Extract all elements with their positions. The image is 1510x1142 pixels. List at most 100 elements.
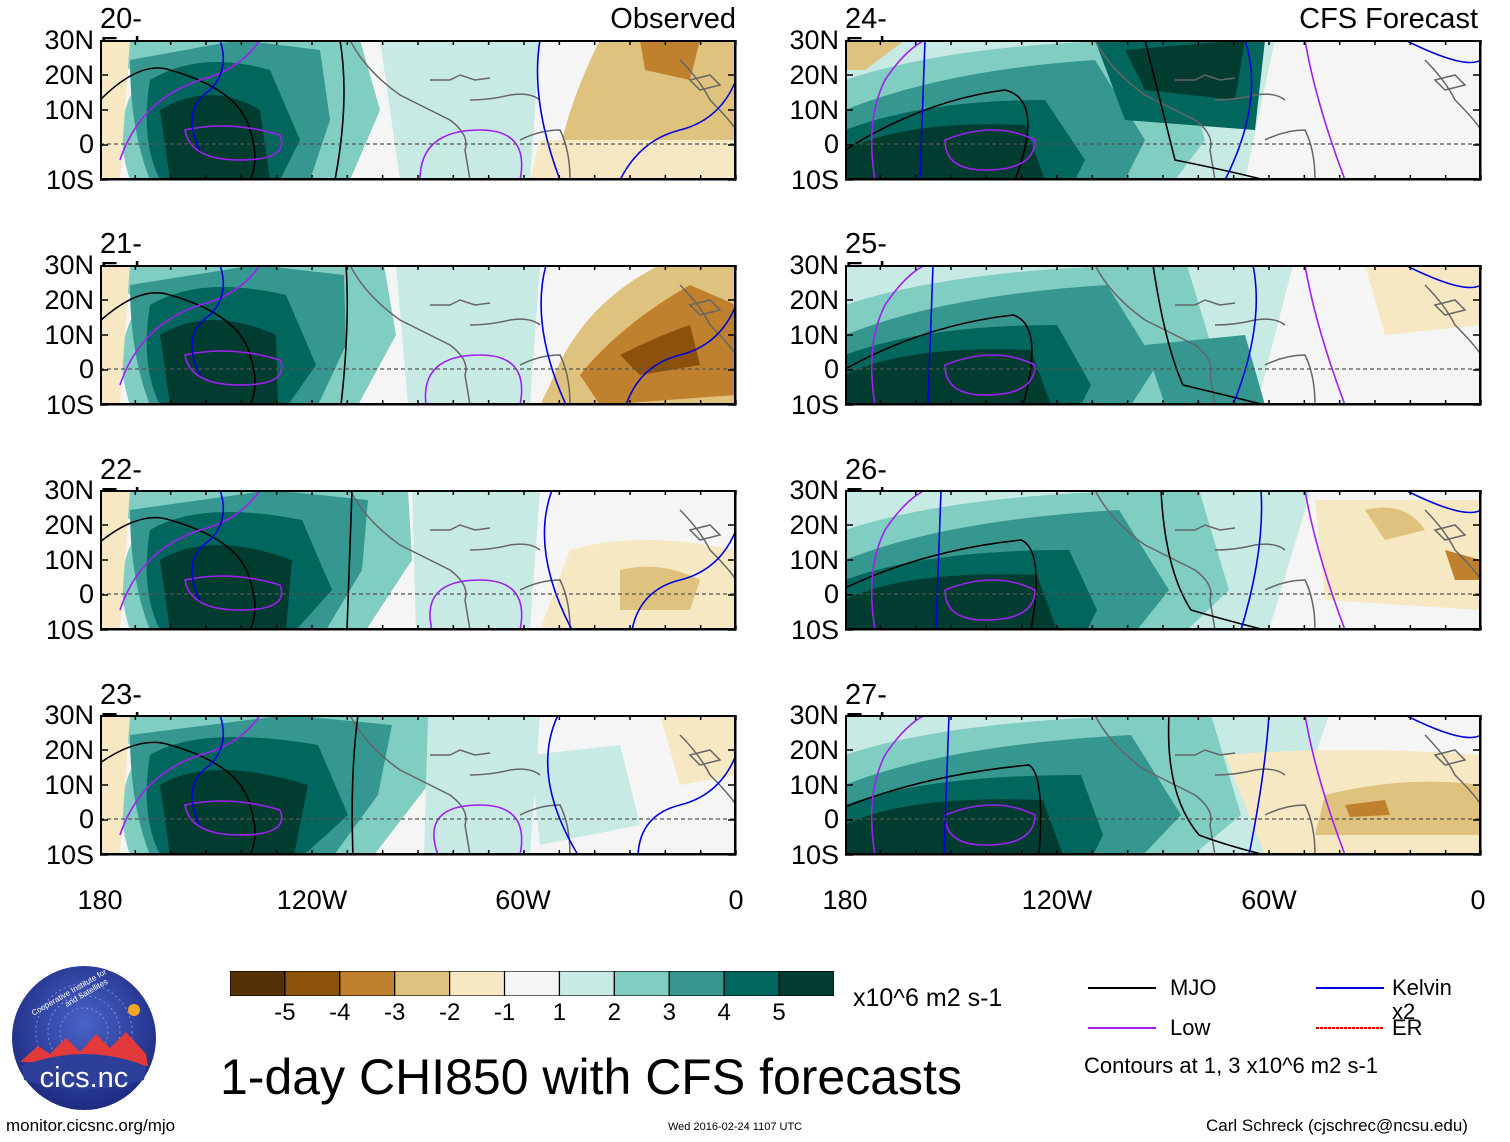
map-panel	[845, 265, 1482, 406]
coastline	[430, 299, 491, 306]
coastline	[430, 749, 491, 756]
filter-contour	[1248, 715, 1270, 855]
filter-contour	[119, 265, 261, 386]
chi850-shaded-area	[396, 265, 540, 405]
footer-url: monitor.cicsnc.org/mjo	[6, 1116, 176, 1135]
map-panel-canvas	[845, 490, 1482, 631]
map-panel	[100, 265, 737, 406]
colorbar-swatch	[778, 970, 835, 997]
colorbar-tick-label: 3	[662, 999, 676, 1026]
lat-label: 10S	[790, 615, 839, 645]
filter-contour	[100, 741, 256, 855]
chi850-shaded-area	[1315, 500, 1481, 610]
coastline	[1424, 509, 1481, 581]
coastline	[679, 509, 736, 581]
lon-label: 60W	[495, 885, 551, 915]
lon-label: 120W	[276, 885, 348, 915]
chi850-shaded-area	[620, 325, 700, 375]
filter-contour	[845, 539, 1037, 630]
coastline	[469, 768, 541, 776]
colorbar-tick-label: -5	[274, 999, 296, 1026]
filter-contour	[943, 715, 950, 855]
colorbar-swatch	[668, 970, 725, 997]
lat-label: 10N	[789, 95, 839, 125]
colorbar-swatch	[558, 970, 615, 997]
filter-contour	[845, 764, 1042, 855]
filter-contour	[184, 800, 283, 836]
lat-label: 10N	[789, 770, 839, 800]
chi850-shaded-area	[1365, 507, 1425, 540]
lon-label: 180	[822, 885, 868, 915]
colorbar	[229, 970, 835, 1001]
filter-contour	[1160, 490, 1266, 630]
filter-contour	[625, 304, 736, 405]
coastline	[688, 749, 722, 766]
map-panel-canvas	[100, 715, 737, 856]
lat-label: 30N	[44, 250, 94, 280]
filter-contour	[944, 354, 1036, 396]
chi850-shaded-area	[1365, 265, 1481, 335]
filter-contour	[419, 129, 523, 180]
filter-contour	[191, 265, 225, 376]
lat-label: 30N	[44, 475, 94, 505]
coastline	[1433, 749, 1467, 766]
coastline	[1424, 284, 1481, 356]
lon-label: 0	[728, 885, 744, 915]
filter-contour	[1404, 40, 1481, 64]
chi850-shaded-area	[412, 490, 540, 630]
filter-contour	[1304, 265, 1346, 405]
filter-contour	[1404, 490, 1481, 514]
coastline	[1094, 715, 1216, 855]
lat-label: 10S	[790, 165, 839, 195]
legend-kelvin-label: Kelvin x2	[1392, 975, 1452, 1024]
lat-label: 30N	[789, 250, 839, 280]
map-panel-canvas	[100, 490, 737, 631]
coastline	[349, 715, 471, 855]
chi850-shaded-area	[1445, 550, 1481, 580]
map-panel-canvas	[100, 40, 737, 181]
filter-contour	[334, 40, 345, 180]
filter-contour	[944, 129, 1036, 171]
logo-text: cics.nc	[39, 1062, 129, 1094]
filter-contour	[1404, 265, 1481, 289]
coastline	[1424, 59, 1481, 131]
lat-label: 10S	[790, 390, 839, 420]
lat-label: 20N	[44, 60, 94, 90]
coastline	[349, 40, 471, 180]
cicsnc-logo: cics.nc Cooperative Institute for Climat…	[8, 953, 160, 1114]
filter-contour	[1144, 40, 1266, 180]
lat-label: 20N	[789, 735, 839, 765]
coastline	[1175, 749, 1236, 756]
colorbar-swatch	[284, 970, 341, 997]
filter-contour	[1304, 490, 1346, 630]
chi850-shaded-area	[1125, 40, 1245, 100]
chi850-shaded-area	[424, 715, 540, 855]
panel-frame	[845, 715, 1482, 856]
colorbar-swatch	[723, 970, 780, 997]
chi850-shaded-area	[1145, 335, 1265, 405]
filter-contour	[433, 804, 523, 855]
filter-contour	[191, 490, 225, 601]
colorbar-swatch	[339, 970, 396, 997]
lat-label: 20N	[44, 285, 94, 315]
filter-contour	[100, 292, 256, 405]
filter-contour	[536, 40, 561, 180]
filter-contour	[631, 529, 736, 630]
lat-label: 10N	[44, 545, 94, 575]
chi850-shaded-area	[845, 40, 905, 70]
map-panel-canvas	[100, 265, 737, 406]
lat-label: 30N	[789, 25, 839, 55]
filter-contour	[184, 125, 283, 161]
lat-label: 10S	[45, 840, 94, 870]
map-panel	[845, 40, 1482, 181]
legend-er-label: ER	[1392, 1015, 1423, 1040]
lat-label: 10N	[44, 770, 94, 800]
coastline	[1433, 74, 1467, 91]
filter-contour	[919, 40, 926, 180]
coastline	[430, 74, 491, 81]
map-panel-canvas	[845, 40, 1482, 181]
filter-contour	[1240, 490, 1263, 630]
map-panel-canvas	[845, 715, 1482, 856]
filter-contour	[424, 354, 523, 405]
map-panel	[100, 715, 737, 856]
